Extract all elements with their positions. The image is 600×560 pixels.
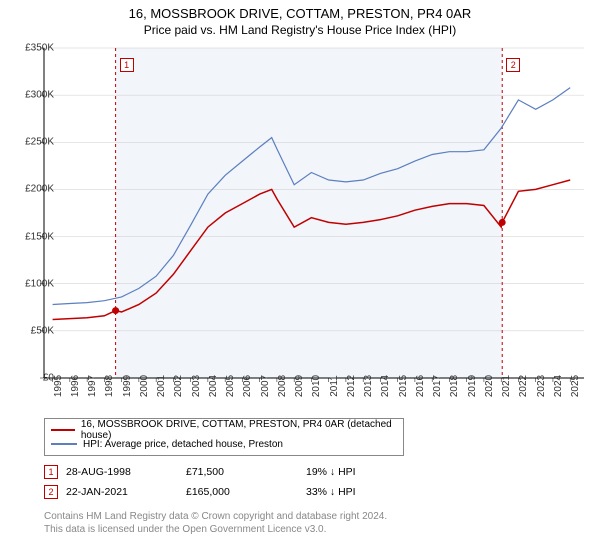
x-tick-label: 2018: [449, 375, 460, 397]
x-tick-label: 2024: [553, 375, 564, 397]
y-tick-label: £100K: [25, 278, 54, 289]
chart-svg: [44, 48, 584, 378]
marker-badge: 1: [44, 465, 58, 479]
marker-events-table: 1 28-AUG-1998 £71,500 19% ↓ HPI 2 22-JAN…: [44, 462, 396, 502]
x-tick-label: 2013: [363, 375, 374, 397]
x-tick-label: 2008: [277, 375, 288, 397]
x-tick-label: 1996: [70, 375, 81, 397]
marker-delta: 19% ↓ HPI: [306, 466, 396, 478]
title-address: 16, MOSSBROOK DRIVE, COTTAM, PRESTON, PR…: [0, 6, 600, 21]
chart-area: [44, 48, 584, 378]
title-subtitle: Price paid vs. HM Land Registry's House …: [0, 23, 600, 37]
x-tick-label: 2014: [380, 375, 391, 397]
x-tick-label: 2017: [432, 375, 443, 397]
x-tick-label: 2015: [398, 375, 409, 397]
chart-container: 16, MOSSBROOK DRIVE, COTTAM, PRESTON, PR…: [0, 0, 600, 560]
x-tick-label: 2012: [346, 375, 357, 397]
x-tick-label: 2007: [260, 375, 271, 397]
x-tick-label: 2006: [242, 375, 253, 397]
y-tick-label: £350K: [25, 43, 54, 54]
y-tick-label: £300K: [25, 90, 54, 101]
chart-marker-badge: 1: [120, 58, 134, 72]
x-tick-label: 2003: [191, 375, 202, 397]
x-tick-label: 2001: [156, 375, 167, 397]
footer-line: Contains HM Land Registry data © Crown c…: [44, 510, 387, 523]
legend-swatch: [51, 429, 75, 431]
x-tick-label: 2010: [311, 375, 322, 397]
x-tick-label: 2002: [173, 375, 184, 397]
x-tick-label: 2023: [536, 375, 547, 397]
x-tick-label: 1995: [53, 375, 64, 397]
legend: 16, MOSSBROOK DRIVE, COTTAM, PRESTON, PR…: [44, 418, 404, 456]
y-tick-label: £250K: [25, 137, 54, 148]
marker-row: 1 28-AUG-1998 £71,500 19% ↓ HPI: [44, 462, 396, 482]
x-tick-label: 2025: [570, 375, 581, 397]
chart-marker-badge: 2: [506, 58, 520, 72]
x-tick-label: 2022: [518, 375, 529, 397]
x-tick-label: 2021: [501, 375, 512, 397]
marker-date: 22-JAN-2021: [66, 486, 156, 498]
x-tick-label: 2000: [139, 375, 150, 397]
x-tick-label: 2004: [208, 375, 219, 397]
x-tick-label: 2005: [225, 375, 236, 397]
y-tick-label: £200K: [25, 184, 54, 195]
marker-delta: 33% ↓ HPI: [306, 486, 396, 498]
marker-price: £71,500: [186, 466, 276, 478]
marker-row: 2 22-JAN-2021 £165,000 33% ↓ HPI: [44, 482, 396, 502]
x-tick-label: 1997: [87, 375, 98, 397]
x-tick-label: 2009: [294, 375, 305, 397]
legend-swatch: [51, 443, 77, 445]
x-tick-label: 2016: [415, 375, 426, 397]
marker-badge: 2: [44, 485, 58, 499]
footer-line: This data is licensed under the Open Gov…: [44, 523, 387, 536]
x-tick-label: 2019: [467, 375, 478, 397]
marker-price: £165,000: [186, 486, 276, 498]
x-tick-label: 1998: [104, 375, 115, 397]
x-tick-label: 2020: [484, 375, 495, 397]
footer: Contains HM Land Registry data © Crown c…: [44, 510, 387, 536]
marker-date: 28-AUG-1998: [66, 466, 156, 478]
legend-item: 16, MOSSBROOK DRIVE, COTTAM, PRESTON, PR…: [51, 423, 397, 437]
title-block: 16, MOSSBROOK DRIVE, COTTAM, PRESTON, PR…: [0, 0, 600, 39]
y-tick-label: £150K: [25, 231, 54, 242]
x-tick-label: 1999: [122, 375, 133, 397]
y-tick-label: £50K: [31, 325, 54, 336]
x-tick-label: 2011: [329, 375, 340, 397]
legend-label: HPI: Average price, detached house, Pres…: [83, 439, 283, 450]
